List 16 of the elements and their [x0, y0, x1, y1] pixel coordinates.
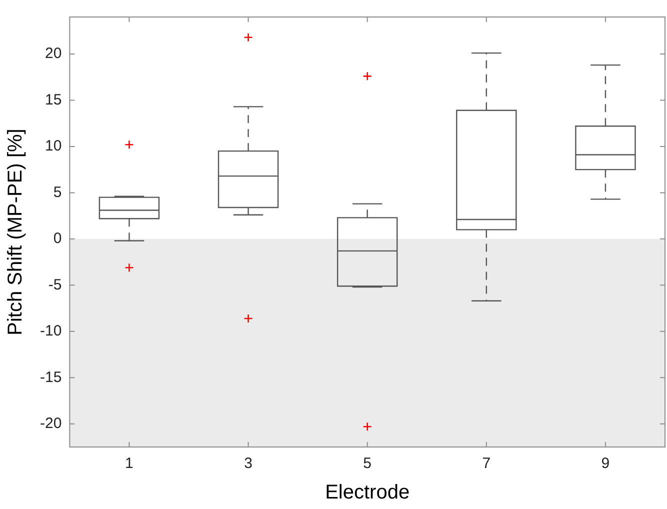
y-tick-label: 5	[53, 184, 62, 201]
y-tick-label: -15	[40, 368, 62, 386]
y-tick-label: -5	[48, 276, 62, 294]
x-tick-label: 9	[601, 455, 610, 472]
x-tick-label: 3	[244, 455, 252, 472]
x-axis-title: Electrode	[325, 482, 410, 504]
y-tick-label: 20	[44, 45, 62, 62]
y-tick-label: 10	[44, 138, 62, 155]
x-tick-label: 1	[125, 455, 134, 472]
y-tick-label: 0	[53, 230, 62, 248]
y-tick-label: 15	[44, 91, 62, 108]
y-axis-title: Pitch Shift (MP-PE) [%]	[4, 128, 27, 336]
y-tick-label: -20	[40, 415, 62, 432]
x-tick-label: 5	[363, 455, 372, 472]
y-tick-label: -10	[40, 322, 62, 340]
x-tick-label: 7	[482, 455, 491, 472]
